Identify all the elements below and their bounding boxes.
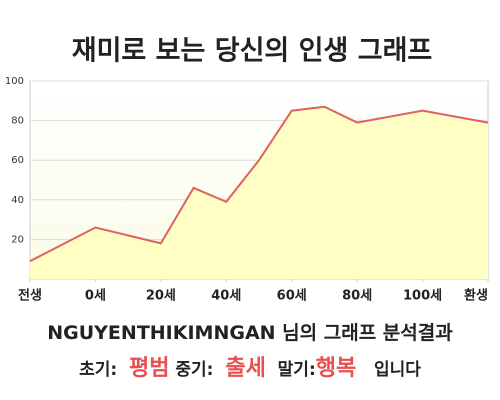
y-tick-label: 60 xyxy=(11,155,24,166)
label: 초기: xyxy=(79,360,118,380)
heading: 님의 그래프 분석결과 xyxy=(282,322,453,344)
x-tick-label: 0세 xyxy=(85,289,106,304)
x-tick-label: 80세 xyxy=(342,289,372,304)
result-heading: NGUYENTHIKIMNGAN 님의 그래프 분석결과 xyxy=(0,318,500,345)
x-tick-label: 40세 xyxy=(211,289,241,304)
x-tick-label: 전생 xyxy=(18,288,42,304)
y-tick-label: 20 xyxy=(11,234,24,245)
area xyxy=(30,106,488,280)
x-tick-label: 60세 xyxy=(277,289,307,304)
late: 행복 xyxy=(315,356,357,381)
label: 말기: xyxy=(277,360,316,380)
x-tick-label: 100세 xyxy=(403,289,442,304)
chart: 재미로 보는 당신의 인생 그래프 20 40 60 80 100 전생 0세 20세 40세 6… xyxy=(5,36,489,304)
y-tick-label: 100 xyxy=(5,76,24,87)
label: 중기: xyxy=(175,360,214,380)
y-tick-label: 40 xyxy=(11,195,24,206)
y-tick-label: 80 xyxy=(11,116,24,127)
line xyxy=(29,105,489,263)
result-line: 초기: 평범 중기: 출세 말기:행복 입니다 xyxy=(0,350,500,382)
ending: 입니다 xyxy=(374,360,421,380)
chart-title: 재미로 보는 당신의 인생 그래프 xyxy=(72,36,433,67)
middle: 출세 xyxy=(225,356,266,381)
x-tick-label: 환생 xyxy=(464,288,488,304)
early: 평범 xyxy=(129,356,170,381)
x-tick-label: 20세 xyxy=(146,289,176,304)
user-name: NGUYENTHIKIMNGAN xyxy=(47,322,276,344)
